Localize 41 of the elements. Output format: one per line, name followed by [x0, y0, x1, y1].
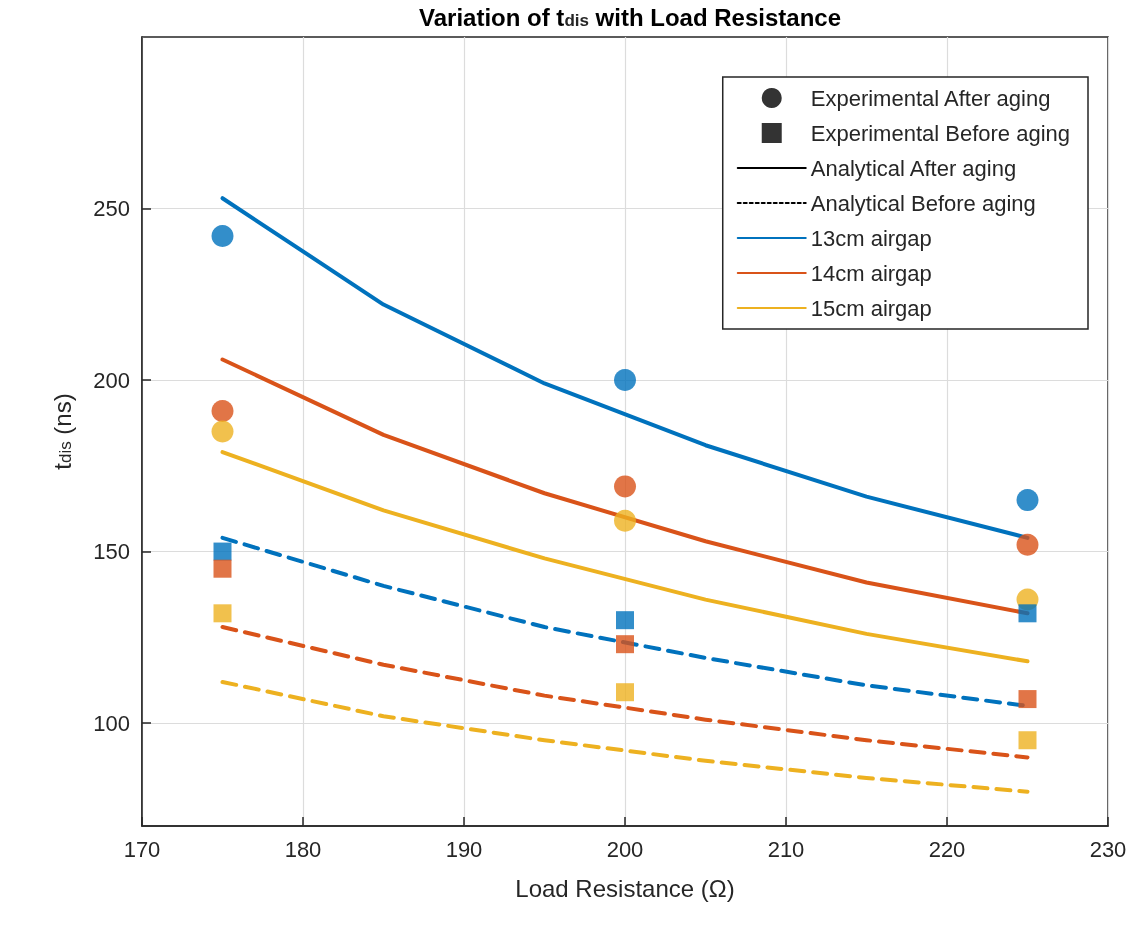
line-series: [220, 625, 1030, 760]
x-tick-label: 210: [767, 836, 805, 862]
point: [1016, 489, 1039, 512]
y-tick-label: 250: [93, 196, 130, 222]
point: [211, 399, 234, 422]
point: [213, 559, 232, 578]
y-tick-label: 200: [93, 367, 130, 393]
point: [1018, 731, 1037, 750]
point: [614, 369, 636, 392]
y-tick-label: 150: [93, 539, 130, 565]
legend-label: Experimental Before aging: [810, 120, 1070, 146]
point: [614, 509, 636, 532]
x-tick-label: 190: [445, 836, 483, 862]
y-tick-label: 100: [93, 710, 130, 736]
point: [1018, 604, 1037, 623]
point: [213, 542, 232, 561]
legend-label: 13cm airgap: [810, 225, 932, 251]
legend-label: 15cm airgap: [810, 295, 932, 321]
point: [1016, 533, 1039, 556]
point: [213, 604, 232, 623]
point: [211, 224, 234, 247]
point: [616, 611, 634, 630]
legend-label: 14cm airgap: [810, 260, 932, 286]
x-axis-title: Load Resistance (Ω): [515, 874, 735, 902]
x-tick-label: 170: [123, 836, 161, 862]
legend-label: Analytical After aging: [810, 155, 1017, 181]
point: [616, 683, 634, 702]
x-tick-label: 230: [1089, 836, 1127, 862]
point: [211, 420, 234, 443]
point: [1018, 690, 1037, 709]
legend-label: Experimental After aging: [810, 85, 1051, 111]
line-series: [220, 450, 1030, 664]
y-axis-title: tdis (ns): [48, 393, 76, 470]
chart-title: Variation of tdis with Load Resistance: [419, 3, 841, 31]
line-series: [220, 679, 1030, 794]
x-tick-label: 180: [284, 836, 322, 862]
point: [616, 635, 634, 654]
point: [614, 475, 636, 498]
x-tick-label: 200: [606, 836, 644, 862]
x-tick-label: 220: [928, 836, 966, 862]
legend-label: Analytical Before aging: [810, 190, 1036, 216]
